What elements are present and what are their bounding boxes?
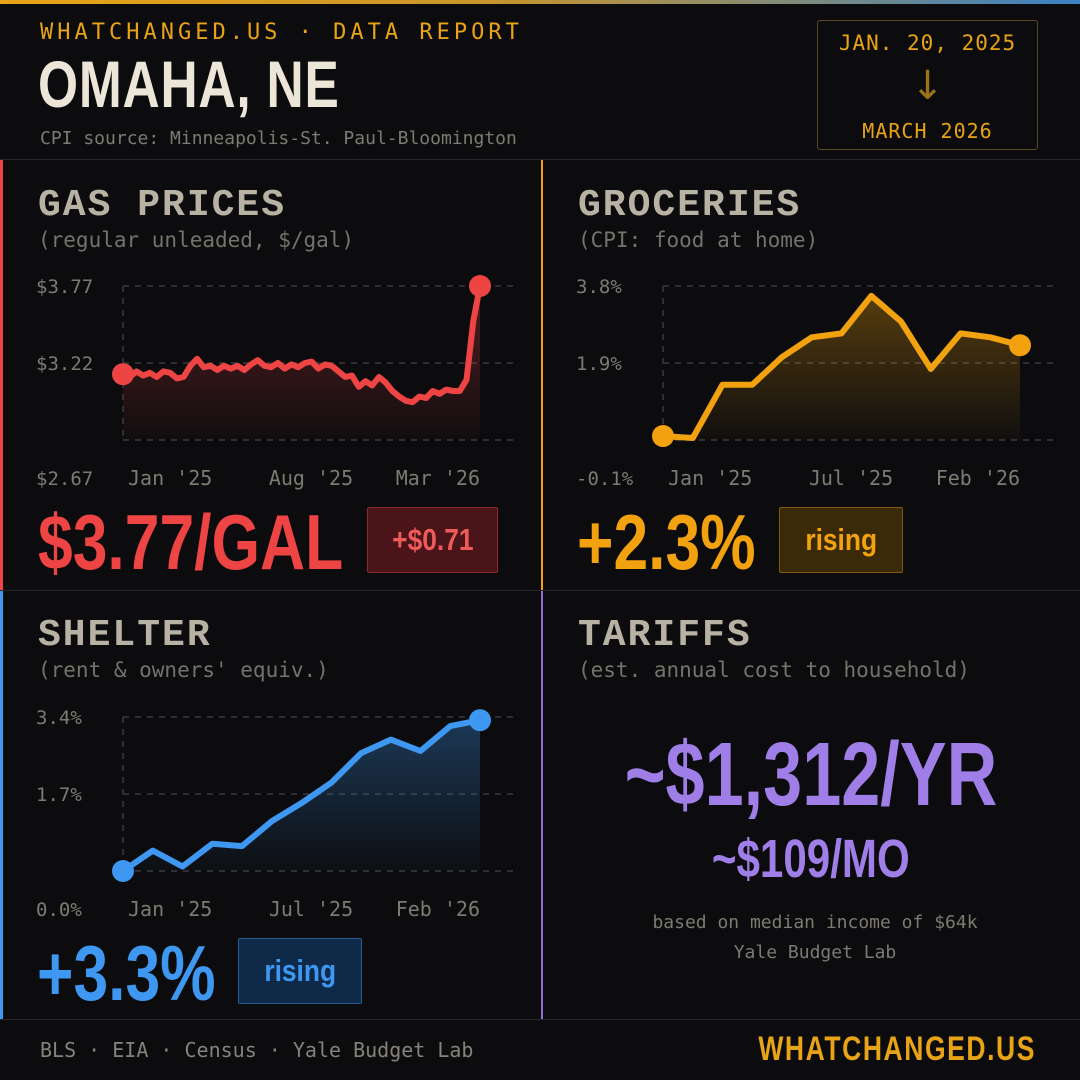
shelter-x-tick-label: Jan '25 (128, 897, 212, 921)
shelter-y-tick-label: 3.4% (36, 707, 82, 729)
tariffs-title: TARIFFS (578, 614, 752, 657)
groceries-title: GROCERIES (578, 184, 802, 227)
groceries-subtitle: (CPI: food at home) (578, 228, 819, 252)
gas-y-tick-label: $2.67 (36, 468, 93, 490)
gas-series-line (120, 283, 483, 406)
divider-bottom (0, 1019, 1080, 1020)
shelter-y-tick-label: 0.0% (36, 899, 82, 921)
date-range-box: JAN. 20, 2025 ↓ MARCH 2026 (817, 20, 1038, 150)
groceries-y-tick-label: -0.1% (576, 468, 634, 490)
gas-chart: $3.77 $3.22 $2.67 Jan '25 Aug '25 Mar '26 (36, 275, 516, 490)
tariffs-subtitle: (est. annual cost to household) (578, 658, 970, 682)
shelter-x-tick-label: Feb '26 (396, 897, 480, 921)
groceries-series-area (663, 295, 1020, 440)
groceries-end-point (1009, 334, 1031, 357)
cpi-source: CPI source: Minneapolis-St. Paul-Bloomin… (40, 128, 517, 149)
shelter-value: +3.3% (37, 929, 216, 1017)
groceries-x-tick-label: Jul '25 (809, 466, 893, 490)
shelter-trend-label: rising (264, 953, 336, 988)
shelter-title: SHELTER (38, 614, 212, 657)
tariffs-monthly-cost: ~$109/MO (542, 832, 1080, 886)
groceries-trend-badge: rising (779, 507, 903, 573)
shelter-end-point (469, 709, 491, 732)
tariffs-annual-label: ~$1,312/YR (624, 725, 998, 825)
divider-middle (0, 590, 1080, 591)
shelter-chart: 3.4% 1.7% 0.0% Jan '25 Jul '25 Feb '26 (36, 707, 516, 921)
gas-subtitle: (regular unleaded, $/gal) (38, 228, 355, 252)
gas-change-badge: +$0.71 (367, 507, 498, 573)
groceries-x-tick-label: Jan '25 (668, 466, 752, 490)
tariffs-monthly-label: ~$109/MO (712, 829, 910, 889)
gas-y-tick-label: $3.77 (36, 276, 93, 298)
gas-value: $3.77/GAL (38, 498, 344, 586)
gas-end-point (469, 275, 491, 297)
groceries-y-tick-label: 1.9% (576, 353, 622, 375)
tariffs-annual-cost: ~$1,312/YR (542, 730, 1080, 820)
gas-x-tick-label: Jan '25 (128, 466, 212, 490)
gas-y-tick-label: $3.22 (36, 353, 93, 375)
groceries-accent-line (541, 160, 543, 590)
top-accent-bar (0, 0, 1080, 4)
tariffs-accent-line (541, 591, 543, 1019)
groceries-y-tick-label: 3.8% (576, 276, 622, 298)
tariffs-note-income: based on median income of $64k (652, 912, 978, 933)
groceries-value: +2.3% (577, 498, 756, 586)
shelter-start-point (112, 860, 134, 882)
groceries-x-tick-label: Feb '26 (936, 466, 1020, 490)
footer-sources: BLS · EIA · Census · Yale Budget Lab (40, 1038, 474, 1062)
gas-x-tick-label: Mar '26 (396, 466, 480, 490)
shelter-trend-badge: rising (238, 938, 362, 1004)
shelter-x-tick-label: Jul '25 (269, 897, 353, 921)
shelter-y-tick-label: 1.7% (36, 784, 82, 806)
gas-start-point (112, 363, 134, 386)
gas-x-tick-label: Aug '25 (269, 466, 353, 490)
date-to: MARCH 2026 (862, 119, 993, 143)
arrow-down-icon: ↓ (910, 63, 945, 109)
shelter-series-line (120, 717, 483, 874)
shelter-subtitle: (rent & owners' equiv.) (38, 658, 329, 682)
tariffs-note-source: Yale Budget Lab (733, 942, 897, 963)
shelter-accent-line (0, 591, 3, 1019)
divider-top (0, 159, 1080, 160)
footer-brand: WHATCHANGED.US (758, 1030, 1036, 1068)
page-title: OMAHA, NE (38, 47, 340, 121)
gas-title: GAS PRICES (38, 184, 287, 227)
gas-accent-line (0, 160, 3, 590)
gas-series-area (123, 286, 480, 440)
groceries-trend-label: rising (805, 522, 877, 557)
date-from: JAN. 20, 2025 (838, 31, 1017, 55)
shelter-series-area (123, 720, 480, 871)
groceries-series-line (660, 292, 1023, 441)
brand-line: WHATCHANGED.US · DATA REPORT (40, 20, 523, 45)
groceries-chart: 3.8% 1.9% -0.1% Jan '25 Jul '25 Feb '26 (576, 276, 1056, 490)
gas-change-label: +$0.71 (391, 522, 474, 557)
groceries-start-point (652, 425, 674, 448)
